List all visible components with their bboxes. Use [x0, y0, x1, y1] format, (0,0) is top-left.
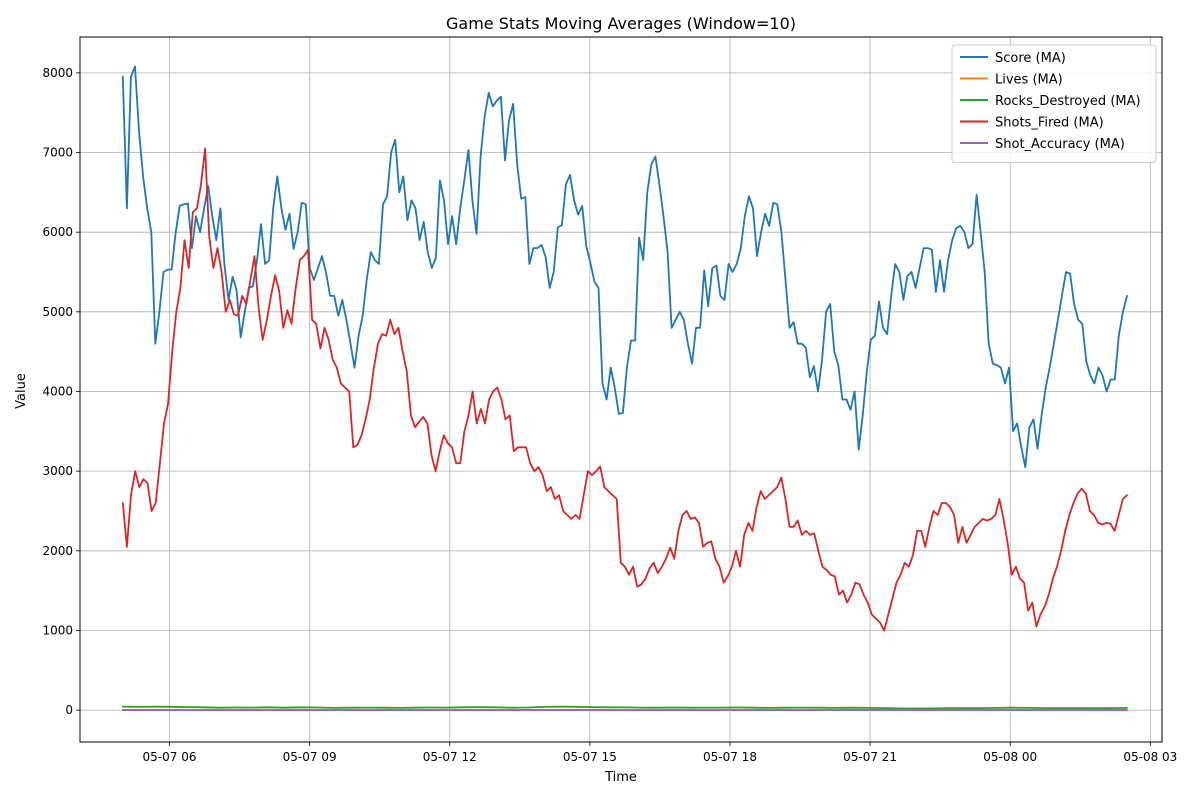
x-tick-label: 05-07 12 [423, 750, 477, 764]
legend-label: Score (MA) [995, 51, 1066, 66]
y-tick-label: 5000 [42, 305, 73, 319]
x-tick-label: 05-08 00 [983, 750, 1037, 764]
y-axis-label: Value [14, 373, 29, 409]
legend-label: Shots_Fired (MA) [995, 116, 1104, 131]
y-tick-label: 7000 [42, 146, 73, 160]
x-axis-label: Time [604, 770, 637, 785]
legend-box [951, 44, 1157, 163]
y-tick-label: 3000 [42, 464, 73, 478]
y-tick-label: 2000 [42, 544, 73, 558]
legend: Score (MA) Lives (MA) Rocks_Destroyed (MA)… [951, 44, 1157, 163]
series-line-score-ma [121, 65, 1128, 469]
y-tick-label: 8000 [42, 66, 73, 80]
plot-area-frame [79, 36, 1163, 743]
series-line-shots-fired-ma [121, 147, 1128, 632]
series-layer [121, 65, 1128, 711]
y-tick-label: 4000 [42, 384, 73, 398]
x-tick-label: 05-07 15 [563, 750, 617, 764]
x-tick-label: 05-08 03 [1123, 750, 1177, 764]
legend-label: Rocks_Destroyed (MA) [995, 94, 1141, 109]
chart-title: Game Stats Moving Averages (Window=10) [446, 14, 796, 33]
y-tick-label: 1000 [42, 623, 73, 637]
series-line-rocks-destroyed-ma [121, 705, 1128, 710]
y-tick-label: 0 [65, 703, 73, 717]
x-tick-label: 05-07 09 [283, 750, 337, 764]
x-tick-label: 05-07 18 [703, 750, 757, 764]
x-tick-label: 05-07 21 [843, 750, 897, 764]
legend-label: Shot_Accuracy (MA) [995, 137, 1125, 152]
x-tick-label: 05-07 06 [143, 750, 197, 764]
y-tick-label: 6000 [42, 225, 73, 239]
ticks-layer: 0 1000 2000 3000 4000 5000 6000 7000 8000 05-07 0… [42, 66, 1177, 764]
legend-label: Lives (MA) [995, 73, 1063, 88]
